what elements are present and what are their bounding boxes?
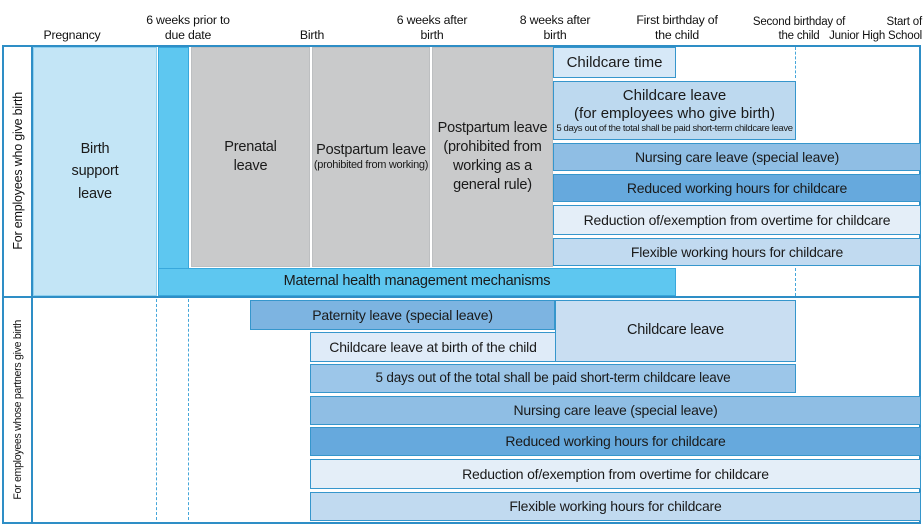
axis-label-8w-after: 8 weeks after birth — [519, 13, 591, 42]
axis-label-junior-high: Start of Junior High School — [829, 15, 922, 42]
bar-maternal-health-management: Maternal health management mechanisms — [158, 268, 676, 296]
bar-five-days-paid-short-term: 5 days out of the total shall be paid sh… — [310, 364, 796, 393]
bar-overtime-exemption-mothers: Reduction of/exemption from overtime for… — [553, 205, 921, 235]
bar-paternity-leave: Paternity leave (special leave) — [250, 300, 555, 330]
gridline-second-birthday-dashed-top — [795, 47, 796, 78]
highlight-6-weeks-prior-column — [158, 47, 189, 296]
bar-childcare-leave-mothers: Childcare leave (for employees who give … — [553, 81, 796, 140]
bar-childcare-leave-mothers-title: Childcare leave — [622, 86, 727, 104]
section-label-mothers: For employees who give birth — [4, 47, 32, 295]
section-label-mothers-text: For employees who give birth — [11, 92, 25, 250]
section-divider — [2, 296, 921, 298]
axis-label-6w-prior: 6 weeks prior to due date — [146, 13, 230, 42]
bar-childcare-leave-at-birth: Childcare leave at birth of the child — [310, 332, 556, 362]
bar-childcare-leave-mothers-sub: (for employees who give birth) — [574, 104, 775, 122]
gridline-second-birthday-dashed-mid — [795, 268, 796, 296]
section-label-partners: For employees whose partners give birth — [4, 299, 32, 520]
bar-flexible-hours-mothers: Flexible working hours for childcare — [553, 238, 921, 266]
gridline-due-date-dashed — [188, 299, 189, 520]
side-label-divider — [31, 45, 33, 524]
gridline-6w-prior-start-dashed — [156, 299, 157, 520]
bar-nursing-care-leave-partners: Nursing care leave (special leave) — [310, 396, 921, 425]
bar-nursing-care-leave-mothers: Nursing care leave (special leave) — [553, 143, 921, 171]
bar-postpartum-leave-2: Postpartum leave (prohibited from workin… — [432, 47, 553, 267]
bar-childcare-time: Childcare time — [553, 47, 676, 78]
bar-reduced-hours-mothers: Reduced working hours for childcare — [553, 174, 921, 202]
axis-label-first-birthday: First birthday of the child — [636, 13, 718, 42]
bar-postpartum-leave-1-title: Postpartum leave — [316, 141, 426, 158]
bar-childcare-leave-partners: Childcare leave — [555, 300, 796, 362]
bar-childcare-leave-mothers-note: 5 days out of the total shall be paid sh… — [556, 122, 793, 134]
bar-flexible-hours-partners: Flexible working hours for childcare — [310, 492, 921, 521]
axis-label-second-birthday: Second birthday of the child — [752, 15, 846, 42]
bar-reduced-hours-partners: Reduced working hours for childcare — [310, 427, 921, 456]
axis-label-6w-after: 6 weeks after birth — [396, 13, 468, 42]
axis-label-birth: Birth — [299, 28, 325, 42]
section-label-partners-text: For employees whose partners give birth — [12, 319, 24, 500]
axis-label-pregnancy: Pregnancy — [43, 28, 101, 42]
bar-prenatal-leave: Prenatal leave — [191, 47, 310, 267]
bar-birth-support-leave: Birth support leave — [33, 47, 157, 296]
chart-frame — [2, 45, 921, 524]
bar-postpartum-leave-1: Postpartum leave (prohibited from workin… — [312, 47, 430, 267]
bar-postpartum-leave-1-note: (prohibited from working) — [313, 159, 429, 172]
bar-overtime-exemption-partners: Reduction of/exemption from overtime for… — [310, 459, 921, 489]
